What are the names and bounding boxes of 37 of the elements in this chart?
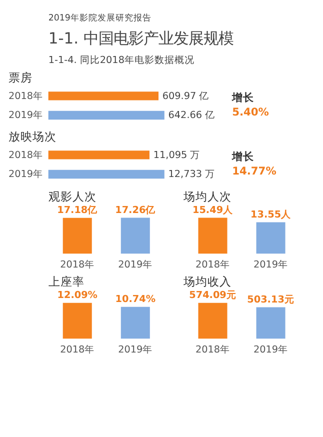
chart-title: 场均人次 (182, 189, 232, 204)
data-label: 642.66 亿 (168, 110, 216, 122)
text: 2019年影院发展研究报告 (48, 12, 152, 24)
data-label: 503.13元 (247, 293, 294, 306)
text: 1-1. 中国电影产业发展规模 (48, 30, 234, 48)
data-label: 11,095 万 (153, 150, 200, 161)
x-tick-label: 2019年 (253, 258, 288, 271)
chart-title: 放映场次 (8, 129, 56, 144)
x-tick-label: 2018年 (195, 344, 230, 356)
x-tick-label: 2019年 (118, 344, 153, 356)
text: 增长 (231, 90, 256, 104)
chart-title: 观影人次 (48, 189, 96, 204)
data-label: 574.09元 (189, 289, 236, 302)
y-tick-label: 2019年 (8, 109, 44, 122)
y-tick-label: 2019年 (8, 168, 44, 180)
data-label: 13.55人 (250, 208, 292, 220)
x-tick-label: 2018年 (60, 344, 95, 356)
data-label: 15.49人 (192, 204, 234, 216)
text: 1-1-4. 同比2018年电影数据概况 (48, 54, 194, 66)
x-tick-label: 2018年 (60, 258, 95, 271)
data-label: 17.26亿 (115, 204, 157, 216)
chart-title: 场均收入 (182, 274, 232, 288)
text: 14.77% (232, 164, 277, 178)
data-label: 10.74% (115, 294, 156, 306)
text: 5.40% (232, 105, 270, 118)
data-label: 609.97 亿 (162, 90, 210, 102)
data-label: 12,733 万 (168, 169, 216, 180)
chart-title: 票房 (8, 70, 32, 84)
y-tick-label: 2018年 (8, 148, 44, 161)
y-tick-label: 2018年 (8, 90, 44, 102)
data-label: 12.09% (57, 290, 98, 302)
text: 增长 (231, 150, 256, 163)
chart-title: 上座率 (48, 274, 84, 288)
x-tick-label: 2019年 (253, 344, 288, 356)
x-tick-label: 2018年 (195, 258, 230, 271)
x-tick-label: 2019年 (118, 258, 153, 271)
data-label: 17.18亿 (57, 204, 99, 216)
